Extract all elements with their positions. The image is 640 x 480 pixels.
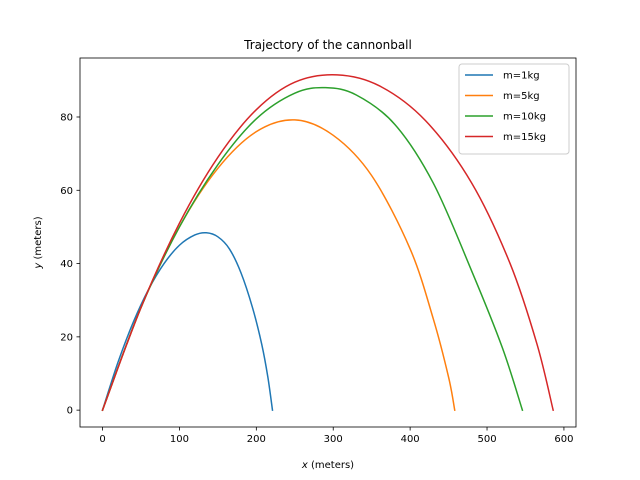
legend: m=1kg m=5kg m=10kg m=15kg [458,63,570,155]
series-line-3 [101,86,524,412]
series-line-1 [101,231,274,412]
x-tick-label: 500 [477,434,496,445]
legend-label: m=10kg [503,112,546,123]
y-tick-label: 60 [60,186,73,197]
legend-label: m=5kg [503,91,540,102]
y-tick-label: 0 [67,406,73,417]
x-tick-label: 0 [99,434,105,445]
y-axis: 0 20 40 60 80 [60,112,80,417]
x-tick-label: 100 [170,434,189,445]
chart-title: Trajectory of the cannonball [243,38,412,52]
x-tick-label: 200 [247,434,266,445]
legend-box [458,63,570,155]
x-axis-label: x (meters) [301,460,354,471]
legend-label: m=15kg [503,132,546,143]
plot-frame [79,57,577,428]
series-layer [101,74,555,412]
x-tick-label: 600 [554,434,573,445]
y-tick-label: 40 [60,259,73,270]
legend-label: m=1kg [503,71,540,82]
y-axis-label: y (meters) [33,216,44,269]
x-tick-label: 300 [324,434,343,445]
series-line-4 [101,74,555,412]
y-tick-label: 80 [60,112,73,123]
x-axis: 0 100 200 300 400 500 600 [99,427,573,445]
y-tick-label: 20 [60,332,73,343]
x-tick-label: 400 [401,434,420,445]
